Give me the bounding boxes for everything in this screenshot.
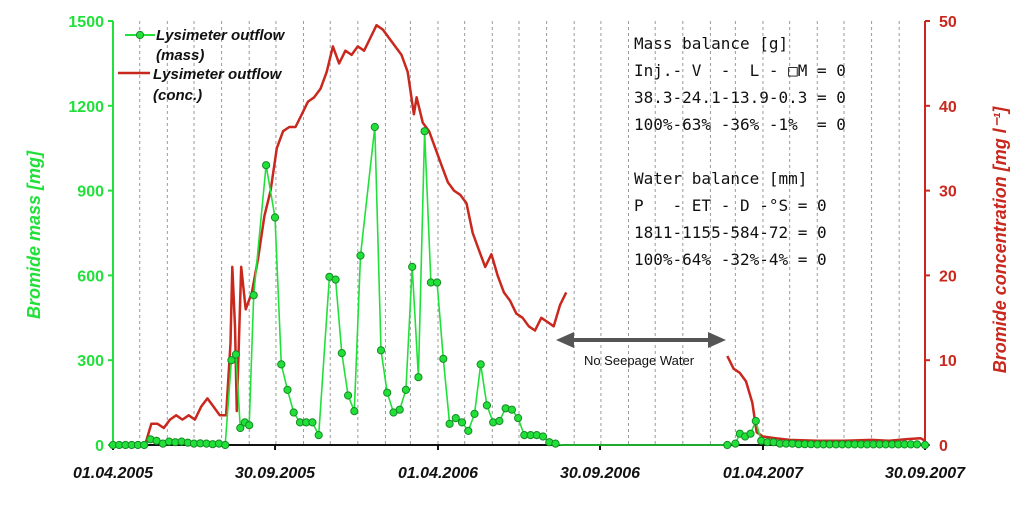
y-axis-label-left: Bromide mass [mg]	[24, 150, 44, 319]
no-seepage-annotation: No Seepage Water	[556, 332, 726, 368]
mass-point	[314, 431, 323, 440]
mass-point	[464, 426, 473, 435]
y-axis-label-right-text: Bromide concentration [mg l⁻¹]	[990, 106, 1010, 374]
mass-point	[408, 262, 417, 271]
y-right-tick-label: 40	[939, 99, 957, 116]
y-left-tick-label: 1200	[68, 99, 104, 116]
mass-point	[920, 440, 930, 450]
mass-point	[370, 122, 379, 132]
mass-balance-line-2: 38.3-24.1-13.9-0.3 = 0	[634, 88, 846, 107]
mass-point	[420, 127, 429, 136]
mass-point	[723, 440, 732, 450]
mass-point	[337, 349, 346, 358]
x-tick-label: 30.09.2006	[560, 465, 640, 482]
mass-balance-line-1: Inj.- V - L - □M = 0	[634, 61, 846, 80]
mass-point	[414, 373, 423, 382]
y-axis-label-right: Bromide concentration [mg l⁻¹]	[990, 106, 1010, 374]
mass-point	[445, 419, 454, 428]
legend-mass-label-line1: Lysimeter outflow	[156, 27, 286, 44]
y-right-tick-label: 50	[939, 14, 957, 31]
conc-line-segment	[726, 355, 926, 443]
legend-mass-marker	[135, 30, 145, 40]
mass-point	[551, 439, 560, 448]
mass-balance-line-3: 100%-63% -36% -1% = 0	[634, 115, 846, 134]
mass-point	[140, 440, 149, 450]
mass-point	[439, 354, 448, 363]
water-balance-line-0: Water balance [mm]	[634, 169, 807, 188]
legend-mass-label-line2: (mass)	[156, 47, 204, 64]
mass-balance-box: Mass balance [g] Inj.- V - L - □M = 0 38…	[634, 34, 846, 134]
mass-point	[383, 388, 392, 397]
legend-conc-label-line1: Lysimeter outflow	[153, 66, 283, 83]
y-left-tick-label: 0	[95, 438, 104, 455]
mass-point	[507, 405, 516, 414]
mass-point	[514, 414, 523, 423]
mass-point	[457, 418, 467, 427]
water-balance-line-2: 1811-1155-584-72 = 0	[634, 223, 827, 242]
no-seepage-label: No Seepage Water	[584, 353, 695, 368]
x-tick-label: 01.04.2005	[73, 465, 154, 482]
mass-point	[476, 360, 485, 369]
mass-point	[245, 421, 254, 430]
mass-point	[270, 213, 280, 222]
mass-point	[912, 440, 922, 449]
mass-point	[746, 429, 755, 438]
mass-point	[262, 161, 271, 170]
mass-point	[401, 385, 410, 394]
mass-point	[395, 405, 404, 414]
y-right-tick-label: 30	[939, 184, 957, 201]
mass-point	[350, 407, 359, 416]
mass-point	[495, 416, 504, 426]
gridlines	[139, 21, 900, 445]
mass-point	[731, 439, 740, 448]
mass-point	[344, 391, 353, 400]
legend-conc-label: Lysimeter outflow (conc.)	[153, 66, 286, 104]
water-balance-box: Water balance [mm] P - ET - D -°S = 0 18…	[634, 169, 827, 269]
mass-point	[227, 356, 236, 365]
legend-conc-label-line2: (conc.)	[153, 87, 202, 104]
y-left-tick-label: 600	[77, 268, 104, 285]
series-mass	[108, 122, 930, 450]
mass-point	[283, 385, 292, 394]
mass-balance-line-0: Mass balance [g]	[634, 34, 788, 53]
mass-point	[751, 416, 760, 426]
mass-point	[236, 423, 245, 433]
mass-point	[482, 401, 491, 410]
legend: Lysimeter outflow (mass) Lysimeter outfl…	[118, 27, 289, 104]
y-right-tick-label: 10	[939, 353, 957, 370]
mass-point	[356, 251, 365, 260]
mass-point	[538, 432, 548, 441]
series-conc	[143, 23, 926, 446]
x-tick-label: 01.04.2006	[398, 465, 478, 482]
y-left-tick-label: 900	[77, 184, 104, 201]
x-tick-label: 30.09.2007	[885, 465, 966, 482]
conc-line-segment	[143, 23, 568, 446]
y-left-tick-label: 300	[77, 353, 104, 370]
mass-point	[308, 418, 317, 427]
x-tick-label: 01.04.2007	[723, 465, 804, 482]
mass-point	[277, 360, 286, 369]
mass-point	[331, 275, 340, 284]
water-balance-line-3: 100%-64% -32%-4% = 0	[634, 250, 827, 269]
mass-point	[376, 346, 386, 355]
mass-point	[451, 414, 460, 423]
y-left-tick-label: 1500	[68, 14, 104, 31]
y-right-tick-label: 0	[939, 438, 948, 455]
mass-point	[433, 278, 442, 287]
mass-point	[221, 440, 230, 450]
mass-point	[470, 409, 479, 418]
mass-point	[249, 291, 258, 300]
x-tick-label: 30.09.2005	[235, 465, 316, 482]
mass-point	[231, 350, 240, 359]
tick-labels: 0 300 600 900 1200 1500 0 10 20 30 40 50 01.04.2005 3…	[68, 14, 966, 482]
water-balance-line-1: P - ET - D -°S = 0	[634, 196, 827, 215]
y-right-tick-label: 20	[939, 268, 957, 285]
arrow-right-head	[708, 332, 726, 348]
mass-point	[289, 408, 298, 417]
arrow-left-head	[556, 332, 574, 348]
legend-mass-label: Lysimeter outflow (mass)	[156, 27, 289, 64]
